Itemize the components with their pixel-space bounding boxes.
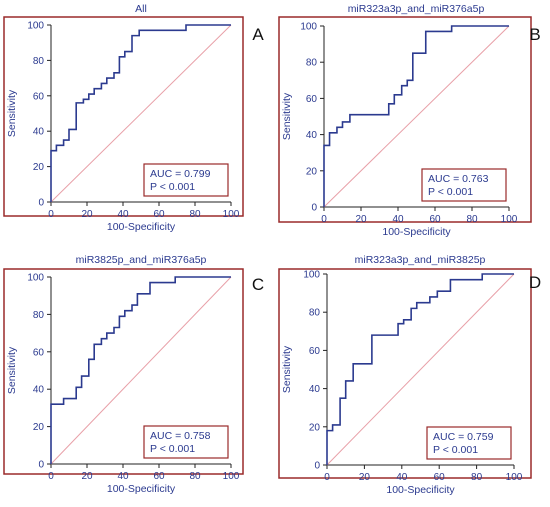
chart-frame — [278, 268, 532, 479]
x-tick-label: 60 — [153, 209, 165, 220]
y-tick-label: 60 — [306, 94, 318, 105]
chart-panel-b: miR323a3p_and_miR376a5p B 0 20 40 60 80 100 0 20 4… — [278, 3, 541, 238]
y-tick-label: 40 — [33, 127, 45, 138]
y-tick-label: 0 — [311, 203, 317, 214]
x-tick-label: 100 — [223, 471, 240, 482]
x-axis-label: 100-Specificity — [382, 226, 451, 238]
y-tick-label: 40 — [33, 385, 45, 396]
x-tick-label: 80 — [471, 472, 483, 483]
reference-diagonal — [50, 276, 232, 465]
p-value: P < 0.001 — [433, 444, 478, 456]
reference-diagonal — [50, 24, 232, 203]
y-tick-label: 60 — [33, 91, 45, 102]
x-tick-label: 20 — [81, 209, 93, 220]
x-tick-label: 0 — [321, 214, 327, 225]
chart-title: All — [135, 3, 147, 15]
p-value: P < 0.001 — [150, 443, 195, 455]
x-tick-label: 0 — [324, 472, 330, 483]
auc-value: AUC = 0.799 — [150, 168, 211, 180]
y-axis-label: Sensitivity — [6, 89, 18, 137]
y-tick-label: 0 — [38, 460, 44, 471]
x-tick-label: 80 — [466, 214, 478, 225]
chart-frame — [3, 268, 244, 475]
auc-value: AUC = 0.763 — [428, 173, 489, 185]
chart-title: miR3825p_and_miR376a5p — [76, 254, 207, 266]
y-tick-label: 100 — [303, 270, 320, 281]
x-tick-label: 80 — [189, 209, 201, 220]
chart-panel-a: All A 0 20 40 60 80 100 0 20 40 60 80 100 100-Specific… — [3, 3, 264, 233]
x-tick-label: 100 — [506, 472, 523, 483]
panel-letter: C — [252, 275, 264, 294]
roc-curve-line — [50, 24, 231, 202]
x-tick-label: 80 — [189, 471, 201, 482]
roc-curve-line — [50, 276, 231, 464]
roc-curve-line — [323, 25, 509, 207]
x-tick-label: 0 — [48, 209, 54, 220]
p-value: P < 0.001 — [150, 181, 195, 193]
reference-diagonal — [326, 273, 515, 466]
y-tick-label: 80 — [33, 310, 45, 321]
x-tick-label: 20 — [355, 214, 367, 225]
p-value: P < 0.001 — [428, 186, 473, 198]
chart-panel-d: miR323a3p_and_miR3825p D 0 20 40 60 80 100 0 20 40… — [278, 254, 541, 496]
x-tick-label: 0 — [48, 471, 54, 482]
panel-letter: D — [529, 273, 541, 292]
x-tick-label: 100 — [223, 209, 240, 220]
chart-frame — [278, 16, 532, 223]
auc-box — [143, 425, 229, 459]
y-tick-label: 40 — [309, 384, 321, 395]
y-axis-label: Sensitivity — [281, 92, 293, 140]
y-tick-label: 0 — [314, 461, 320, 472]
x-axis-label: 100-Specificity — [107, 221, 176, 233]
x-axis-label: 100-Specificity — [386, 484, 455, 496]
auc-box — [143, 163, 229, 197]
y-tick-label: 40 — [306, 130, 318, 141]
y-tick-label: 60 — [33, 347, 45, 358]
panel-letter: B — [529, 25, 540, 44]
y-axis-label: Sensitivity — [6, 346, 18, 394]
y-tick-label: 80 — [306, 58, 318, 69]
chart-title: miR323a3p_and_miR376a5p — [348, 3, 485, 15]
x-tick-label: 60 — [434, 472, 446, 483]
chart-title: miR323a3p_and_miR3825p — [355, 254, 486, 266]
x-tick-label: 60 — [153, 471, 165, 482]
y-tick-label: 20 — [33, 162, 45, 173]
auc-value: AUC = 0.758 — [150, 430, 211, 442]
auc-value: AUC = 0.759 — [433, 431, 494, 443]
x-tick-label: 40 — [117, 471, 129, 482]
y-tick-label: 20 — [33, 422, 45, 433]
auc-box — [426, 426, 512, 460]
x-tick-label: 20 — [359, 472, 371, 483]
x-tick-label: 40 — [392, 214, 404, 225]
y-tick-label: 100 — [27, 21, 44, 32]
chart-frame — [3, 16, 244, 217]
auc-box — [421, 168, 507, 202]
x-tick-label: 20 — [81, 471, 93, 482]
panel-letter: A — [252, 25, 264, 44]
y-tick-label: 100 — [27, 273, 44, 284]
x-tick-label: 60 — [429, 214, 441, 225]
x-tick-label: 40 — [396, 472, 408, 483]
x-tick-label: 40 — [117, 209, 129, 220]
x-tick-label: 100 — [501, 214, 518, 225]
x-axis-label: 100-Specificity — [107, 483, 176, 495]
y-tick-label: 20 — [309, 422, 321, 433]
roc-curve-line — [326, 273, 514, 465]
reference-diagonal — [323, 25, 510, 208]
y-axis-label: Sensitivity — [281, 345, 293, 393]
y-tick-label: 0 — [38, 198, 44, 209]
y-tick-label: 100 — [300, 22, 317, 33]
y-tick-label: 60 — [309, 346, 321, 357]
chart-panel-c: miR3825p_and_miR376a5p C 0 20 40 60 80 100 0 20 40… — [3, 254, 264, 495]
y-tick-label: 20 — [306, 166, 318, 177]
y-tick-label: 80 — [309, 308, 321, 319]
y-tick-label: 80 — [33, 56, 45, 67]
